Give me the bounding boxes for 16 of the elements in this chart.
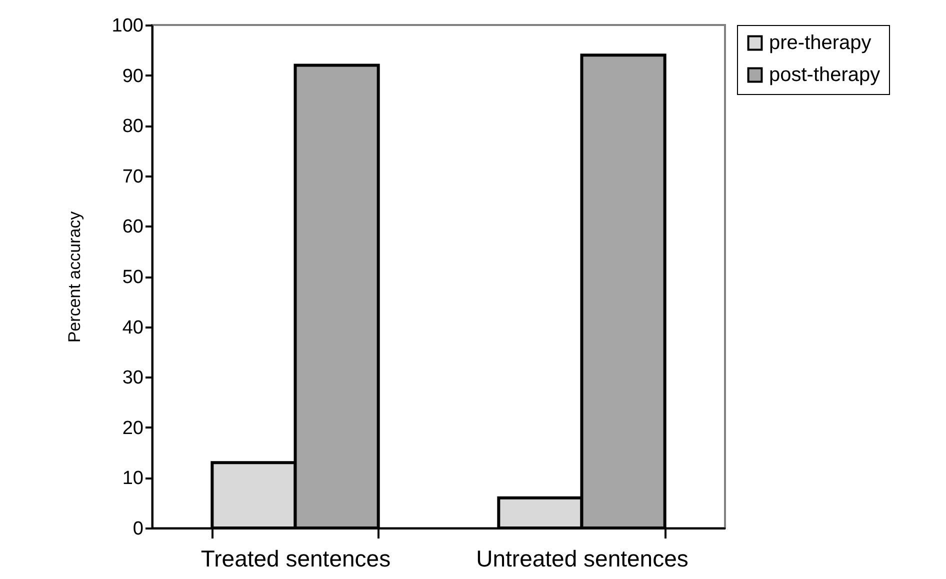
x-tick-label: Treated sentences [200,546,391,572]
y-axis-title: Percent accuracy [64,210,84,343]
y-tick-label: 30 [122,368,144,389]
legend-label: post-therapy [769,64,880,86]
y-tick-label: 20 [122,418,144,439]
y-tick-label: 90 [122,66,144,87]
y-tick-label: 70 [122,166,144,188]
y-tick-label: 80 [122,116,144,138]
y-tick-label: 0 [132,518,144,540]
y-tick-label: 50 [122,267,144,288]
x-tick-label: Untreated sentences [476,546,688,572]
legend-label: pre-therapy [769,32,872,54]
y-tick-label: 10 [122,468,144,490]
y-tick-label: 40 [122,317,144,338]
y-tick-label: 60 [122,216,144,238]
y-tick-label: 100 [112,16,144,36]
